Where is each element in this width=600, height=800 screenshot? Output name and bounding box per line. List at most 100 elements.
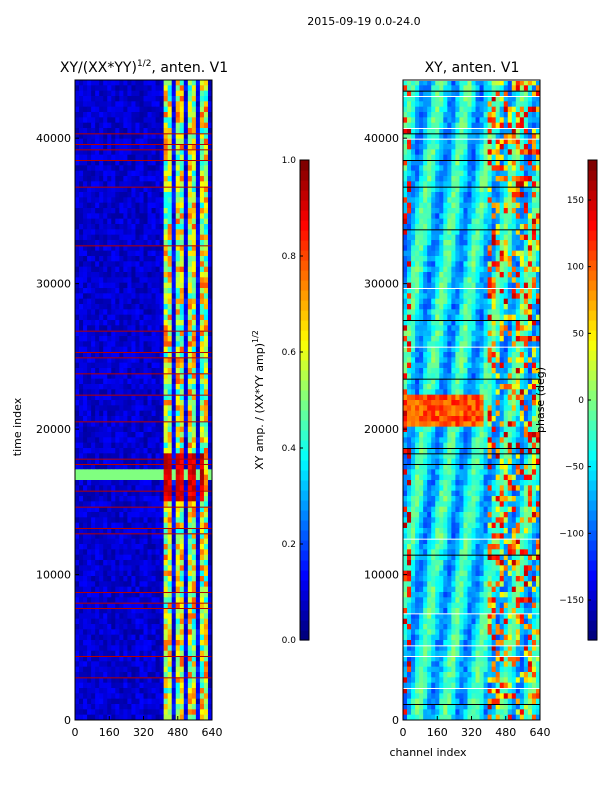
left-heatmap-cell: [163, 677, 169, 684]
left-heatmap-cell: [155, 672, 161, 678]
left-heatmap-cell: [127, 282, 132, 289]
left-heatmap-cell: [163, 154, 169, 161]
left-heatmap-cell: [147, 522, 153, 529]
left-heatmap-cell: [167, 144, 173, 150]
left-heatmap-cell: [95, 538, 100, 545]
left-heatmap-cell: [79, 288, 84, 294]
left-heatmap-cell: [119, 229, 124, 236]
left-colorbar-segment: [300, 500, 309, 511]
left-heatmap-cell: [143, 149, 149, 156]
right-heatmap-cell: [419, 133, 424, 140]
left-heatmap-cell: [159, 346, 165, 353]
left-heatmap-cell: [135, 96, 140, 102]
left-colorbar-segment: [300, 380, 309, 391]
left-heatmap-cell: [183, 677, 189, 684]
left-heatmap-cell: [151, 469, 157, 476]
left-x-tick-label: 480: [167, 726, 188, 739]
left-heatmap-cell: [135, 314, 140, 321]
left-heatmap-cell: [131, 378, 136, 385]
left-heatmap-cell: [131, 602, 136, 609]
left-heatmap-cell: [99, 437, 104, 444]
left-heatmap-cell: [163, 106, 169, 113]
left-heatmap-cell: [103, 464, 108, 470]
left-heatmap-cell: [135, 677, 140, 684]
left-heatmap-cell: [191, 90, 197, 97]
left-colorbar-segment: [300, 480, 309, 491]
left-heatmap-cell: [83, 405, 88, 412]
left-heatmap-cell: [207, 320, 213, 326]
left-heatmap-cell: [159, 677, 165, 684]
left-heatmap-cell: [175, 314, 181, 321]
left-heatmap-cell: [187, 181, 193, 188]
left-heatmap-cell: [183, 277, 189, 284]
left-heatmap-cell: [147, 165, 153, 172]
left-colorbar-segment: [300, 300, 309, 311]
right-heatmap-cell: [503, 128, 509, 134]
left-heatmap-cell: [151, 154, 157, 161]
left-heatmap-cell: [107, 709, 112, 716]
left-heatmap-cell: [87, 506, 92, 513]
left-heatmap-cell: [135, 288, 140, 294]
left-heatmap-cell: [75, 506, 80, 513]
left-heatmap-cell: [207, 538, 213, 545]
left-heatmap-cell: [207, 389, 213, 396]
left-heatmap-cell: [167, 453, 173, 460]
left-heatmap-cell: [111, 298, 116, 305]
right-heatmap-cell: [423, 192, 428, 198]
right-heatmap-cell: [455, 160, 460, 166]
left-heatmap-cell: [203, 352, 209, 358]
left-heatmap-cell: [151, 336, 157, 342]
left-heatmap-cell: [111, 304, 116, 310]
left-heatmap-cell: [179, 90, 185, 97]
right-heatmap-cell: [535, 149, 541, 156]
left-heatmap-cell: [199, 410, 205, 417]
right-heatmap-cell: [455, 133, 460, 140]
left-heatmap-cell: [115, 634, 120, 641]
left-heatmap-cell: [147, 192, 153, 198]
left-heatmap-cell: [155, 154, 161, 161]
left-heatmap-cell: [95, 549, 100, 556]
left-heatmap-cell: [119, 154, 124, 161]
left-heatmap-cell: [155, 341, 161, 348]
left-heatmap-cell: [147, 202, 153, 209]
left-heatmap-cell: [191, 682, 197, 689]
left-heatmap-cell: [127, 517, 132, 524]
right-heatmap-cell: [523, 192, 529, 198]
left-heatmap-cell: [199, 282, 205, 289]
left-heatmap-cell: [151, 645, 157, 652]
left-heatmap-cell: [87, 160, 92, 166]
left-heatmap-cell: [159, 384, 165, 390]
left-heatmap-cell: [111, 170, 116, 177]
left-heatmap-cell: [87, 101, 92, 108]
left-heatmap-cell: [139, 378, 144, 385]
left-heatmap-cell: [99, 128, 104, 134]
left-heatmap-cell: [111, 533, 116, 540]
left-heatmap-cell: [115, 538, 120, 545]
left-heatmap-cell: [179, 320, 185, 326]
left-heatmap-cell: [195, 709, 201, 716]
right-heatmap-cell: [443, 149, 448, 156]
left-heatmap-cell: [191, 512, 197, 518]
left-heatmap-cell: [143, 192, 149, 198]
left-heatmap-cell: [151, 160, 157, 166]
left-heatmap-cell: [111, 186, 116, 193]
left-heatmap-cell: [75, 576, 80, 582]
left-heatmap-cell: [147, 517, 153, 524]
left-heatmap-cell: [143, 176, 149, 182]
left-heatmap-cell: [159, 229, 165, 236]
left-heatmap-cell: [83, 288, 88, 294]
left-heatmap-cell: [107, 224, 112, 230]
right-heatmap-cell: [447, 80, 452, 86]
left-heatmap-row-line: [75, 144, 212, 145]
left-heatmap-cell: [127, 485, 132, 492]
left-heatmap-cell: [175, 277, 181, 284]
left-heatmap-cell: [163, 485, 169, 492]
left-heatmap-cell: [99, 320, 104, 326]
left-heatmap-cell: [107, 560, 112, 566]
left-heatmap-cell: [91, 608, 96, 614]
left-heatmap-cell: [179, 714, 185, 721]
left-heatmap-cell: [155, 458, 161, 465]
right-heatmap-cell: [403, 138, 408, 145]
right-heatmap-cell: [535, 90, 541, 97]
left-heatmap-cell: [91, 154, 96, 161]
